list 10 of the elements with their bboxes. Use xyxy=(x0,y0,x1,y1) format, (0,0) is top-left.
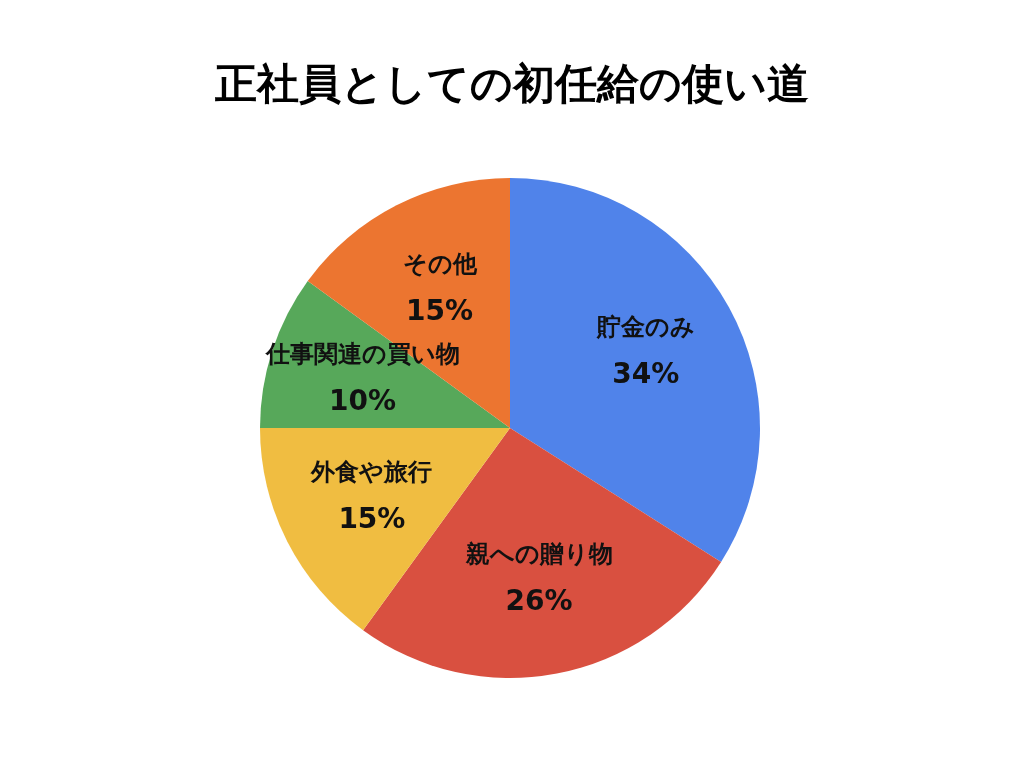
data-label: 15% xyxy=(338,502,406,536)
slice-label: 親への贈り物 xyxy=(464,540,613,569)
data-label: 15% xyxy=(406,293,474,327)
data-label: 26% xyxy=(505,584,573,618)
slice-label: その他 xyxy=(402,249,478,278)
chart-title: 正社員としての初任給の使い道 xyxy=(214,59,809,108)
slice-label: 貯金のみ xyxy=(595,313,695,342)
data-label: 34% xyxy=(612,357,680,391)
data-label: 10% xyxy=(329,384,397,418)
slice-label: 外食や旅行 xyxy=(310,458,433,487)
